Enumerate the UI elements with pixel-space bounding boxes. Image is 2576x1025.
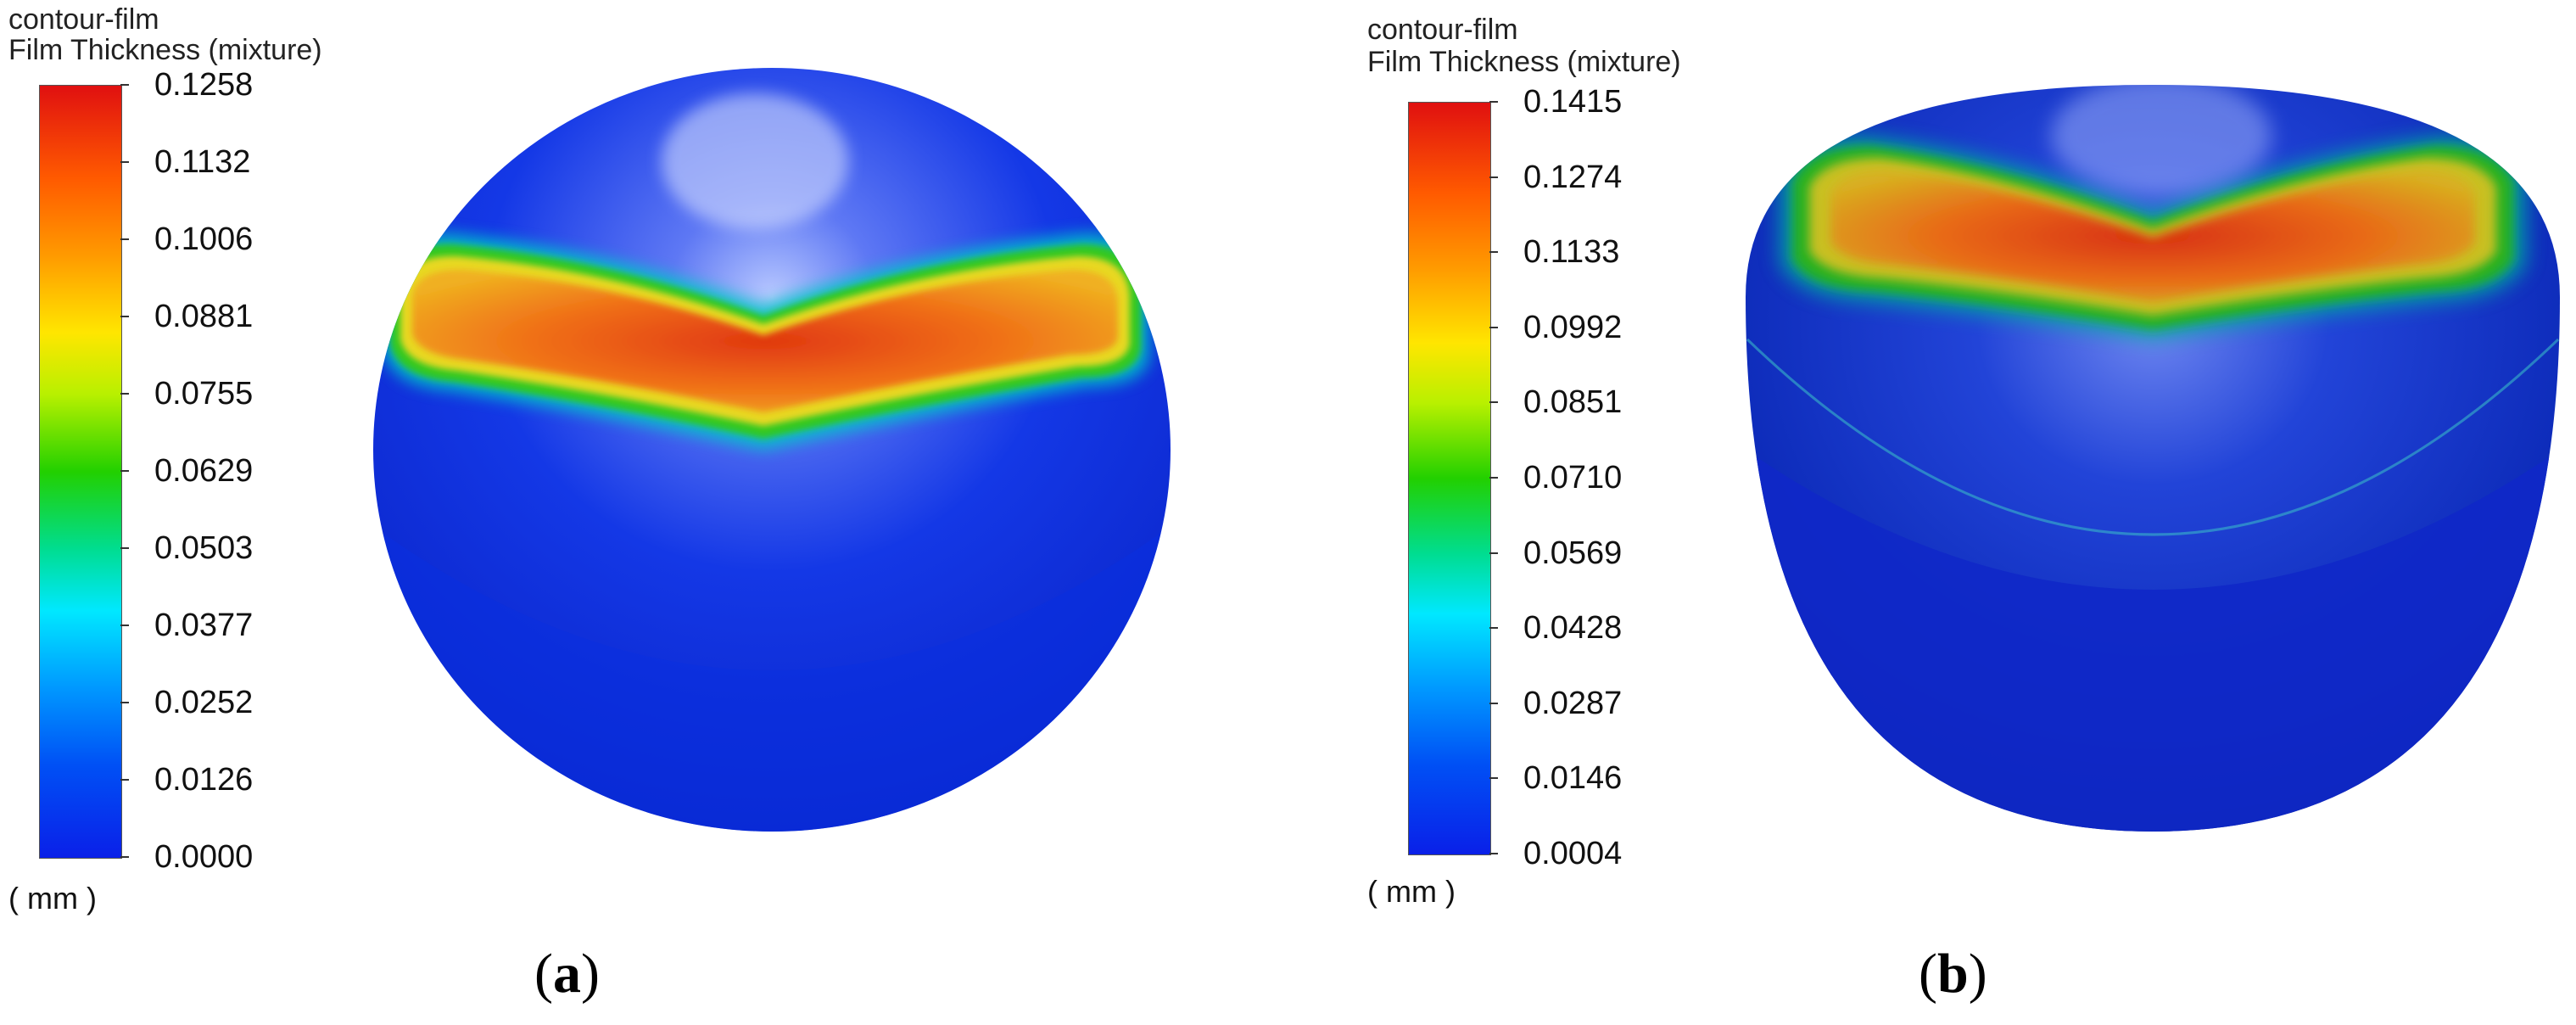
caption-open-paren: ( (1919, 943, 1937, 1005)
colorbar-tick-label: 0.0629 (154, 453, 254, 489)
legend-title-line1: contour-film (8, 3, 159, 36)
colorbar-tick-label: 0.0992 (1523, 309, 1623, 345)
caption-letter: a (552, 943, 581, 1005)
colorbar-tick-mark (120, 238, 129, 240)
colorbar-tick-mark (1489, 702, 1498, 704)
colorbar-tick-label: 0.0377 (154, 608, 254, 643)
sphere-rim (1746, 450, 2560, 832)
colorbar-tick-mark (1489, 552, 1498, 554)
film-band-core (412, 269, 1118, 412)
colorbar-tick-label: 0.0503 (154, 530, 254, 566)
film-band-core (1830, 170, 2475, 302)
unit-label: ( mm ) (1367, 874, 1456, 909)
colorbar-tick-label: 0.0755 (154, 376, 254, 412)
colorbar-tick-label: 0.0287 (1523, 685, 1623, 721)
legend-title-line1: contour-film (1367, 14, 1518, 46)
colorbar-tick-mark (120, 702, 129, 703)
colorbar-tick-mark (1489, 326, 1498, 328)
legend-title-line2: Film Thickness (mixture) (8, 34, 322, 66)
sphere-film-thickness-plot (373, 68, 1171, 832)
colorbar-tick-label: 0.1258 (154, 67, 254, 103)
colorbar-tick-mark (1489, 627, 1498, 630)
colorbar-tick-mark (120, 625, 129, 626)
panel-caption-a: (a) (534, 942, 600, 1006)
colorbar-tick-mark (120, 393, 129, 395)
sphere-film-thickness-plot (1746, 85, 2560, 832)
caption-letter: b (1936, 943, 1969, 1005)
colorbar-tick-mark (120, 316, 129, 317)
colorbar-tick-mark (1489, 176, 1498, 178)
colorbar-tick-label: 0.1415 (1523, 84, 1623, 120)
shell-lip (1746, 338, 2560, 536)
colorbar-tick-label: 0.1274 (1523, 159, 1623, 195)
legend-title-line2: Film Thickness (mixture) (1367, 46, 1681, 78)
sphere-rim (373, 526, 1171, 832)
colorbar (39, 85, 122, 859)
colorbar-tick-label: 0.0004 (1523, 836, 1623, 871)
colorbar-tick-mark (120, 84, 129, 86)
colorbar-tick-mark (1489, 401, 1498, 404)
panel-caption-b: (b) (1919, 942, 1987, 1006)
colorbar-tick-label: 0.0126 (154, 762, 254, 798)
colorbar-tick-label: 0.0146 (1523, 760, 1623, 797)
sphere-highlight (662, 93, 848, 229)
colorbar-tick-label: 0.0428 (1523, 610, 1623, 647)
colorbar-tick-label: 0.1132 (154, 144, 251, 180)
colorbar-tick-mark (120, 856, 129, 858)
colorbar-tick-label: 0.0252 (154, 685, 254, 720)
colorbar-tick-mark (120, 161, 129, 163)
colorbar-tick-label: 0.0851 (1523, 384, 1623, 421)
colorbar-tick-mark (120, 779, 129, 781)
panel-a: contour-film Film Thickness (mixture) 0.… (8, 3, 1171, 1006)
caption-close-paren: ) (1968, 943, 1987, 1005)
colorbar-tick-mark (1489, 101, 1498, 103)
caption-open-paren: ( (534, 943, 553, 1005)
colorbar-tick-label: 0.0710 (1523, 460, 1623, 496)
colorbar-tick-label: 0.0569 (1523, 535, 1623, 571)
colorbar-tick-label: 0.1006 (154, 221, 254, 257)
colorbar-tick-mark (1489, 251, 1498, 254)
colorbar (1408, 102, 1491, 855)
unit-label: ( mm ) (8, 881, 97, 916)
colorbar-tick-mark (1489, 853, 1498, 854)
colorbar-tick-mark (1489, 777, 1498, 780)
colorbar-tick-mark (120, 547, 129, 549)
colorbar-tick-label: 0.0881 (154, 299, 254, 334)
colorbar-tick-mark (1489, 477, 1498, 479)
sphere-highlight (2051, 85, 2271, 195)
colorbar-tick-label: 0.1133 (1523, 234, 1620, 271)
panel-b: contour-film Film Thickness (mixture) 0.… (1288, 0, 2576, 1025)
caption-close-paren: ) (580, 943, 600, 1005)
colorbar-tick-label: 0.0000 (154, 839, 254, 875)
colorbar-tick-mark (120, 470, 129, 472)
